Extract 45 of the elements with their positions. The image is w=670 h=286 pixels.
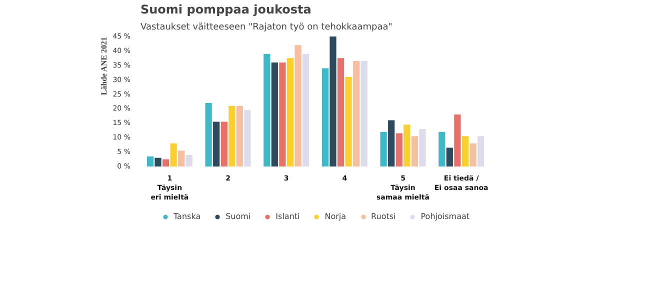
legend-label: Suomi: [226, 211, 251, 221]
bar: [438, 132, 446, 166]
bar: [146, 156, 154, 166]
bar: [244, 110, 251, 166]
bar: [404, 124, 410, 166]
bar: [170, 143, 177, 166]
bar: [162, 159, 170, 166]
bar: [380, 132, 387, 166]
bar: [302, 54, 310, 166]
legend-label: Ruotsi: [371, 211, 396, 221]
bar: [446, 148, 453, 166]
bar: [454, 114, 461, 166]
bar: [205, 102, 212, 166]
chart-subtitle: Vastaukset väitteeseen "Rajaton työ on tehokkaampaa": [140, 22, 392, 32]
bar: [228, 106, 236, 166]
bar: [178, 150, 185, 166]
bar: [286, 58, 294, 166]
bar: [388, 120, 395, 166]
bar: [396, 133, 402, 166]
text: Lähde ANE 2021: [100, 36, 108, 96]
bar: [360, 61, 368, 166]
legend-label: Pohjoismaat: [420, 211, 470, 221]
legend-label: Islanti: [276, 211, 300, 221]
chart-title: Suomi pomppaa joukosta: [140, 2, 312, 16]
bar: [213, 122, 220, 166]
bar: [353, 61, 360, 166]
bar: [279, 62, 286, 166]
bar: [264, 54, 270, 166]
bar: [411, 136, 418, 166]
bar: [186, 154, 192, 166]
bar: [154, 158, 162, 166]
bar: [322, 68, 329, 166]
bar: [477, 136, 484, 166]
bar: [294, 45, 302, 166]
bar: [271, 62, 278, 166]
bar: [330, 36, 336, 166]
bar: [462, 136, 469, 166]
bar: [419, 128, 426, 166]
bar: [236, 106, 243, 166]
bar: [220, 122, 228, 166]
legend-label: Norja: [324, 211, 346, 221]
bar: [345, 76, 352, 166]
legend-label: Tanska: [173, 211, 201, 221]
bar: [470, 143, 476, 166]
bar: [337, 58, 344, 166]
